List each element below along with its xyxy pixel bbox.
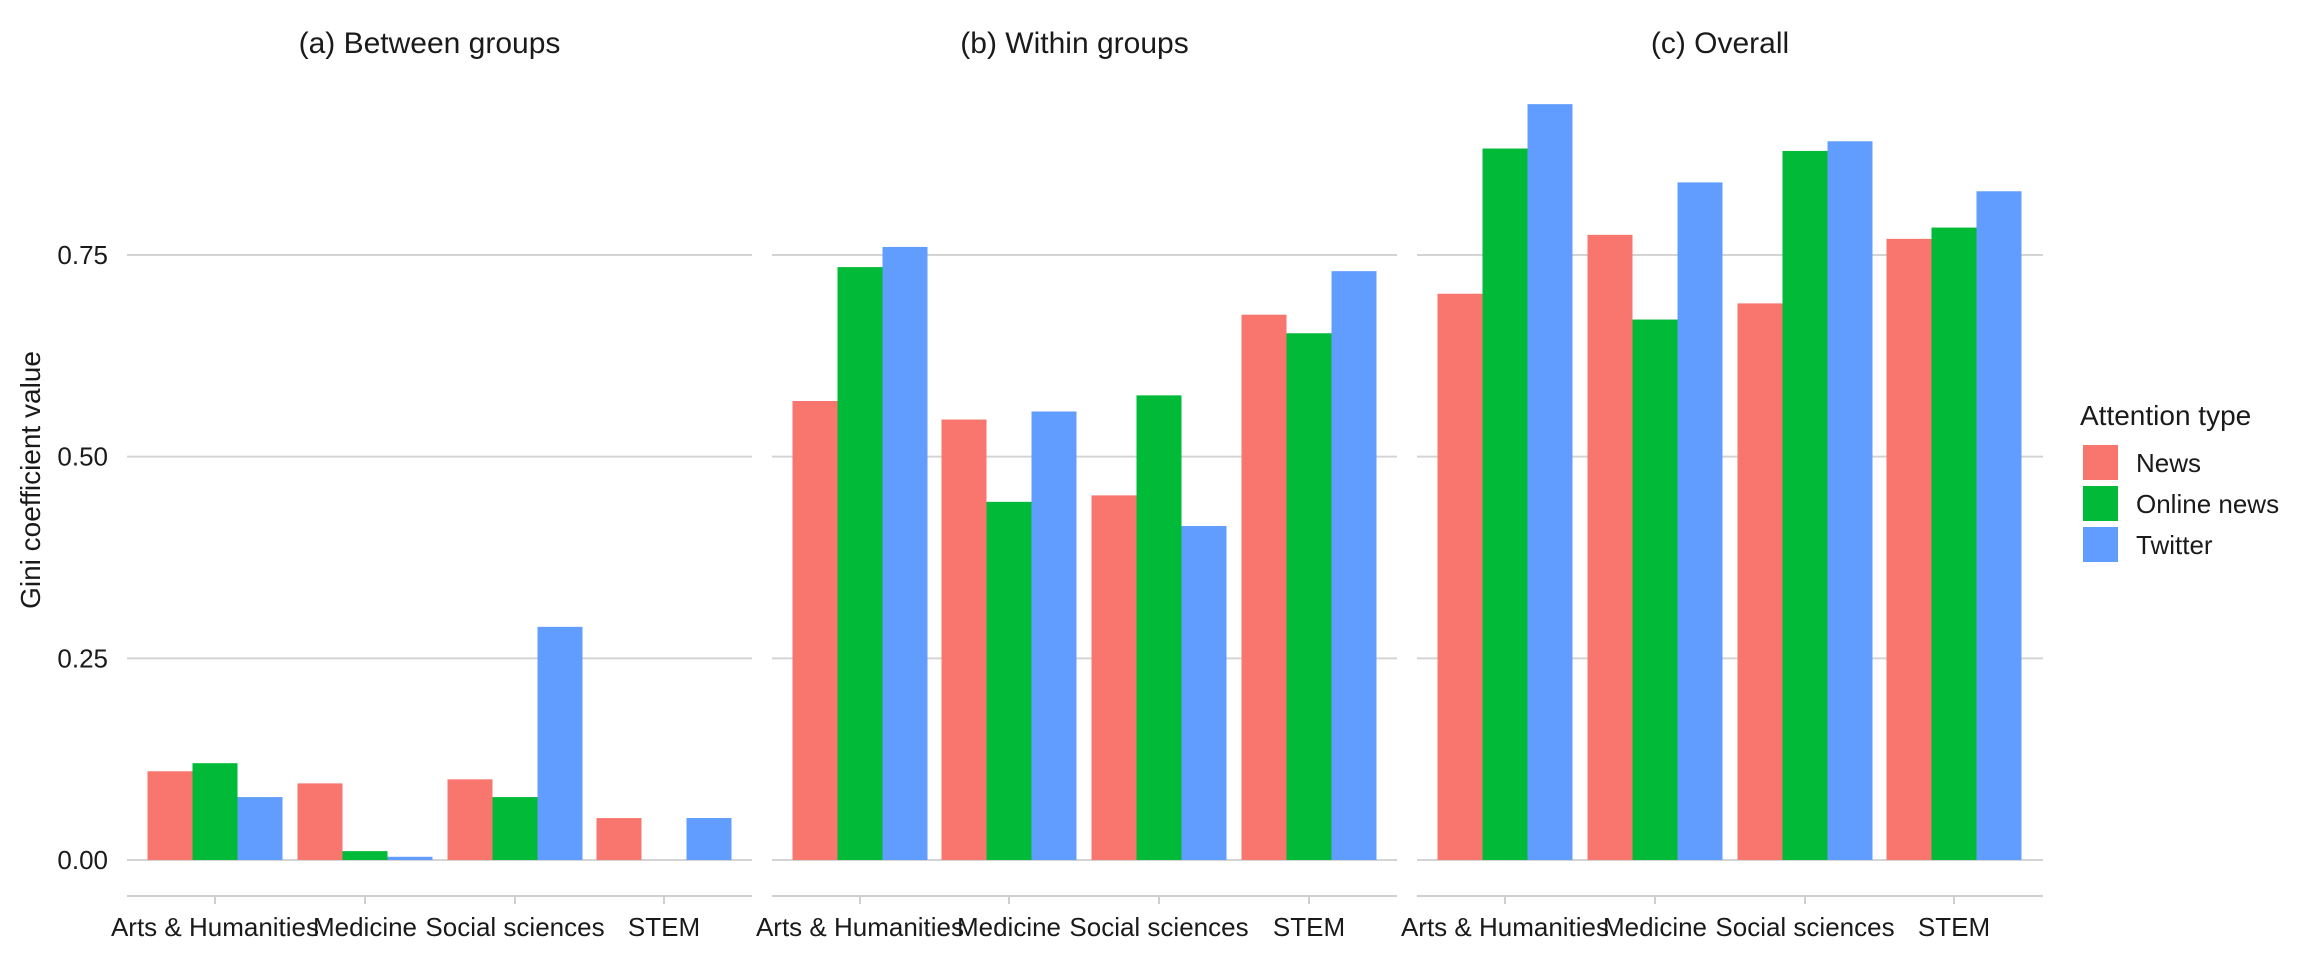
- legend-label: Online news: [2136, 489, 2279, 519]
- x-tick-label: Arts & Humanities: [111, 912, 319, 942]
- bar: [596, 818, 642, 860]
- legend-label: Twitter: [2136, 530, 2213, 560]
- x-tick-label: Medicine: [1603, 912, 1707, 942]
- bar: [387, 856, 433, 860]
- bar: [1931, 227, 1977, 860]
- panel-2: [772, 246, 1397, 904]
- bar: [1827, 141, 1873, 860]
- bar: [192, 763, 238, 860]
- bar: [1677, 182, 1723, 860]
- x-tick-label: Arts & Humanities: [756, 912, 964, 942]
- bar: [1181, 526, 1227, 860]
- legend: News Online news Twitter: [2083, 445, 2279, 562]
- bar: [342, 851, 388, 860]
- x-tick-label: Medicine: [313, 912, 417, 942]
- bar: [837, 267, 883, 861]
- bar: [447, 779, 493, 860]
- bar: [1031, 411, 1077, 860]
- bar: [237, 797, 283, 860]
- panel-3: [1417, 104, 2043, 904]
- y-tick-label: 0.00: [57, 845, 108, 875]
- panel-title: (c) Overall: [1651, 27, 1789, 60]
- x-tick-label: Social sciences: [1069, 912, 1248, 942]
- bar: [1482, 148, 1528, 860]
- y-tick-label: 0.75: [57, 240, 108, 270]
- bar: [882, 246, 928, 860]
- panel-1: [127, 254, 752, 904]
- legend-swatch: [2083, 486, 2118, 521]
- y-tick-label: 0.25: [57, 643, 108, 673]
- y-tick-label: 0.50: [57, 442, 108, 472]
- x-tick-label: Social sciences: [1715, 912, 1894, 942]
- bar: [1331, 271, 1377, 861]
- y-axis-title: Gini coefficient value: [15, 351, 46, 609]
- bar: [1976, 191, 2022, 861]
- bar: [1632, 319, 1678, 860]
- bar: [492, 797, 538, 860]
- bar: [1886, 238, 1932, 860]
- bar: [1437, 293, 1483, 861]
- legend-swatch: [2083, 445, 2118, 480]
- bar: [1286, 333, 1332, 860]
- bar: [986, 501, 1032, 860]
- x-tick-label: Medicine: [957, 912, 1061, 942]
- bar: [941, 419, 987, 860]
- bar: [1737, 303, 1783, 860]
- bar: [1782, 150, 1828, 860]
- bar: [1527, 104, 1573, 861]
- bar: [686, 818, 732, 860]
- bar: [1587, 234, 1633, 861]
- x-tick-label: STEM: [628, 912, 700, 942]
- bar: [147, 771, 193, 860]
- x-tick-label: STEM: [1918, 912, 1990, 942]
- bar: [297, 783, 343, 860]
- bar: [537, 626, 583, 860]
- x-tick-label: Arts & Humanities: [1401, 912, 1609, 942]
- x-tick-label: STEM: [1273, 912, 1345, 942]
- panel-title: (a) Between groups: [299, 27, 561, 60]
- bar: [1136, 395, 1182, 860]
- x-tick-label: Social sciences: [425, 912, 604, 942]
- panel-title: (b) Within groups: [960, 27, 1188, 60]
- legend-title: Attention type: [2080, 400, 2251, 431]
- legend-label: News: [2136, 448, 2201, 478]
- bar: [1091, 495, 1137, 860]
- bar: [1241, 314, 1287, 860]
- legend-swatch: [2083, 527, 2118, 562]
- bar: [792, 401, 838, 860]
